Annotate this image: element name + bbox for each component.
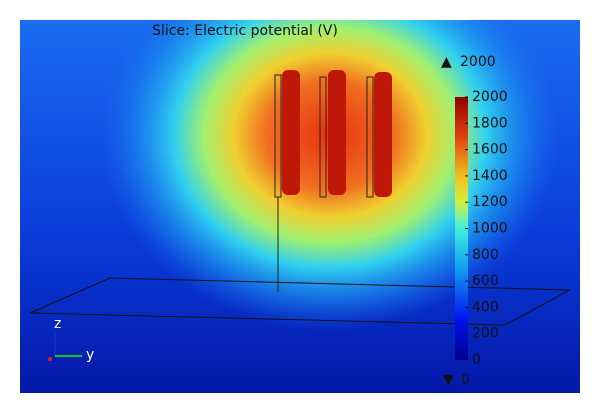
colorbar-tick-label: 200	[472, 326, 499, 342]
min-label: 0	[461, 372, 470, 388]
ground-plane	[29, 277, 572, 326]
axis-triad: z y	[48, 316, 94, 363]
max-label: 2000	[460, 54, 496, 70]
colorbar-tick-label: 1400	[472, 168, 508, 184]
max-marker: ▲	[441, 54, 452, 70]
colorbar-tick-label: 600	[472, 273, 499, 289]
colorbar-tick-label: 0	[472, 352, 481, 368]
axis-label: z	[54, 316, 61, 332]
plot-title: Slice: Electric potential (V)	[152, 23, 338, 39]
colorbar-tick-label: 1200	[472, 194, 508, 210]
colorbar-tick-label: 1600	[472, 142, 508, 158]
colorbar	[455, 97, 468, 360]
colorbar-tick-label: 2000	[472, 89, 508, 105]
axis-label: y	[86, 347, 94, 363]
colorbar-tick-label: 1800	[472, 115, 508, 131]
colorbar-tick-label: 800	[472, 247, 499, 263]
colorbar-tick-label: 1000	[472, 221, 508, 237]
electrodes	[274, 70, 392, 292]
colorbar-tick-label: 400	[472, 299, 499, 315]
min-marker: ▼	[443, 372, 454, 388]
